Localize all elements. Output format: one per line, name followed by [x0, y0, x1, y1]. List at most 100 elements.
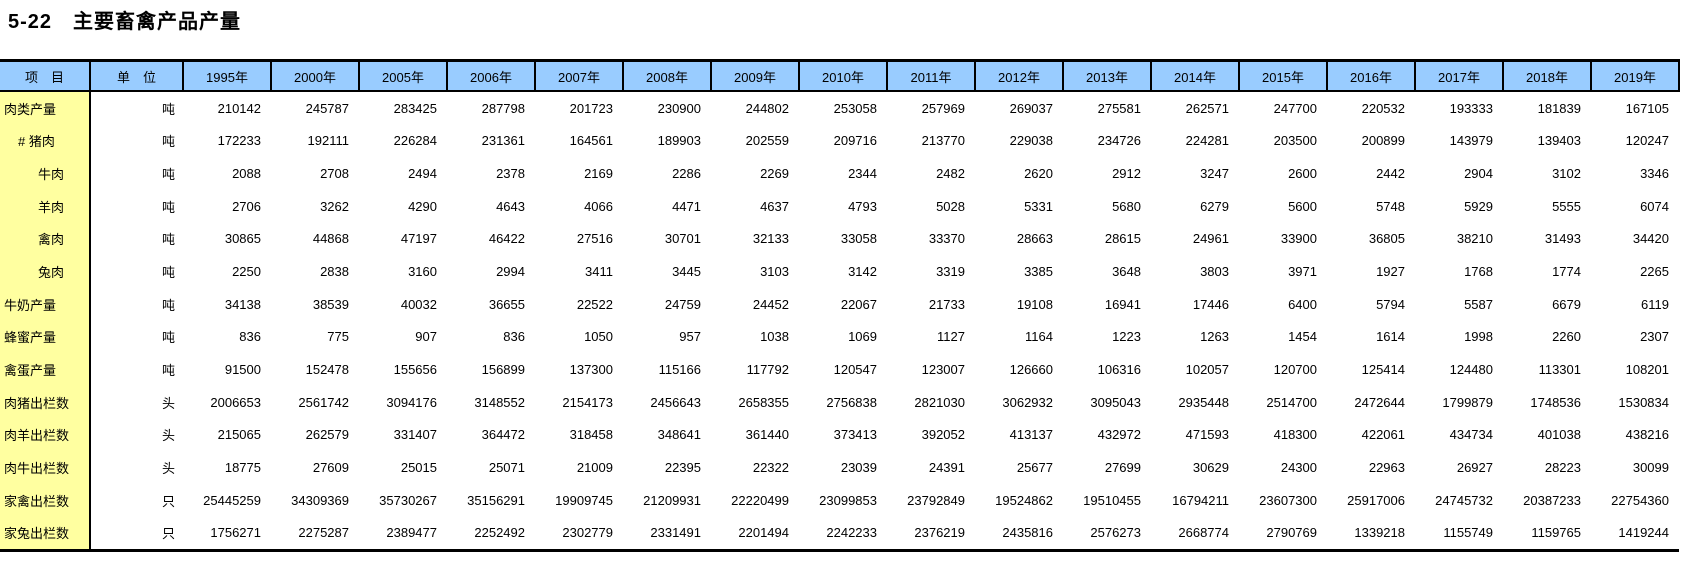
table-row: 牛奶产量 吨 34138 38539 40032 36655 22522 24759 24452… — [0, 287, 1679, 321]
header-row: 项 目 单 位 1995年 2000年 2005年 2006年 2007年 2008年 20… — [0, 60, 1680, 92]
value-cell: 2658355 — [738, 394, 789, 410]
unit-cell: 吨 — [161, 330, 175, 346]
column-header-year: 2007年 — [535, 60, 624, 92]
unit-cell: 吨 — [161, 134, 175, 150]
value-cell: 22220499 — [731, 492, 789, 508]
value-cell: 2912 — [1112, 166, 1141, 182]
value-cell: 907 — [415, 329, 437, 345]
value-cell: 28663 — [1016, 231, 1053, 247]
value-cell: 262571 — [1185, 100, 1229, 116]
column-header-item: 项 目 — [0, 60, 91, 92]
row-label-cell: 肉类产量 — [0, 91, 91, 125]
value-cell: 27516 — [576, 231, 613, 247]
value-cell: 23039 — [840, 459, 877, 475]
value-cell: 2994 — [496, 264, 525, 280]
value-cell: 2708 — [320, 166, 349, 182]
value-cell: 120547 — [833, 361, 877, 377]
value-cell: 3103 — [760, 264, 789, 280]
value-cell: 1127 — [937, 329, 965, 345]
value-cell: 200899 — [1361, 133, 1405, 149]
value-cell: 137300 — [569, 361, 613, 377]
value-cell: 5587 — [1464, 296, 1493, 312]
value-cell: 24452 — [752, 296, 789, 312]
unit-cell: 吨 — [161, 167, 175, 183]
value-cell: 2331491 — [650, 525, 701, 541]
value-cell: 6074 — [1640, 198, 1669, 214]
value-cell: 213770 — [921, 133, 965, 149]
column-header-year: 2011年 — [887, 60, 976, 92]
row-label-cell: # 猪肉 — [0, 124, 91, 158]
value-cell: 230900 — [657, 100, 701, 116]
value-cell: 1748536 — [1530, 394, 1581, 410]
value-cell: 2442 — [1376, 166, 1405, 182]
table-row: # 猪肉 吨 172233 192111 226284 231361 164561 18990… — [0, 124, 1679, 158]
value-cell: 229038 — [1009, 133, 1053, 149]
value-cell: 202559 — [745, 133, 789, 149]
column-header-year: 2017年 — [1415, 60, 1504, 92]
value-cell: 47197 — [400, 231, 437, 247]
value-cell: 1756271 — [210, 525, 261, 541]
value-cell: 3094176 — [386, 394, 437, 410]
column-header-year: 2018年 — [1503, 60, 1592, 92]
value-cell: 1530834 — [1618, 394, 1669, 410]
value-cell: 2242233 — [826, 525, 877, 541]
value-cell: 25917006 — [1347, 492, 1405, 508]
value-cell: 33900 — [1280, 231, 1317, 247]
value-cell: 471593 — [1185, 427, 1229, 443]
column-header-unit: 单 位 — [90, 60, 184, 92]
value-cell: 36805 — [1368, 231, 1405, 247]
value-cell: 1614 — [1376, 329, 1405, 345]
row-label-cell: 羊肉 — [0, 189, 91, 223]
value-cell: 25677 — [1016, 459, 1053, 475]
unit-cell: 吨 — [161, 265, 175, 281]
value-cell: 23607300 — [1259, 492, 1317, 508]
value-cell: 25015 — [400, 459, 437, 475]
value-cell: 192111 — [307, 133, 349, 149]
value-cell: 24391 — [928, 459, 965, 475]
value-cell: 422061 — [1361, 427, 1405, 443]
value-cell: 3142 — [848, 264, 877, 280]
value-cell: 30865 — [224, 231, 261, 247]
value-cell: 1038 — [760, 329, 789, 345]
value-cell: 418300 — [1273, 427, 1317, 443]
value-cell: 209716 — [833, 133, 877, 149]
value-cell: 401038 — [1537, 427, 1581, 443]
value-cell: 33370 — [928, 231, 965, 247]
value-cell: 120247 — [1625, 133, 1669, 149]
value-cell: 115166 — [658, 361, 701, 377]
value-cell: 16941 — [1104, 296, 1141, 312]
table-row: 兔肉 吨 2250 2838 3160 2994 3411 3445 3103 3142 3319 3… — [0, 255, 1679, 288]
row-label: 家兔出栏数 — [4, 526, 70, 542]
value-cell: 318458 — [569, 427, 613, 443]
value-cell: 108201 — [1625, 361, 1669, 377]
row-label-cell: 牛肉 — [0, 157, 91, 190]
value-cell: 125414 — [1361, 361, 1405, 377]
value-cell: 17446 — [1192, 296, 1229, 312]
value-cell: 106316 — [1097, 361, 1141, 377]
value-cell: 40032 — [400, 296, 437, 312]
value-cell: 22067 — [840, 296, 877, 312]
value-cell: 253058 — [833, 100, 877, 116]
row-label: 肉羊出栏数 — [4, 428, 70, 444]
value-cell: 2344 — [848, 166, 877, 182]
value-cell: 2514700 — [1266, 394, 1317, 410]
value-cell: 1419244 — [1618, 525, 1669, 541]
value-cell: 2269 — [760, 166, 789, 182]
row-label: 牛肉 — [38, 167, 65, 183]
column-header-year: 2012年 — [975, 60, 1064, 92]
value-cell: 2435816 — [1002, 525, 1053, 541]
column-header-year: 2014年 — [1151, 60, 1240, 92]
row-label: 肉类产量 — [4, 101, 57, 117]
row-label: 蜂蜜产量 — [4, 330, 57, 346]
unit-cell: 只 — [161, 493, 175, 509]
table-row: 家禽出栏数 只 25445259 34309369 35730267 35156291 19… — [0, 483, 1679, 517]
value-cell: 21733 — [928, 296, 965, 312]
row-label-cell: 蜂蜜产量 — [0, 320, 91, 354]
table-row: 禽蛋产量 吨 91500 152478 155656 156899 137300 115166… — [0, 353, 1679, 386]
value-cell: 262579 — [305, 427, 349, 443]
livestock-output-table: 项 目 单 位 1995年 2000年 2005年 2006年 2007年 2008年 20… — [0, 59, 1680, 552]
value-cell: 283425 — [393, 100, 437, 116]
value-cell: 3095043 — [1090, 394, 1141, 410]
unit-cell: 吨 — [161, 199, 175, 215]
value-cell: 5555 — [1552, 198, 1581, 214]
